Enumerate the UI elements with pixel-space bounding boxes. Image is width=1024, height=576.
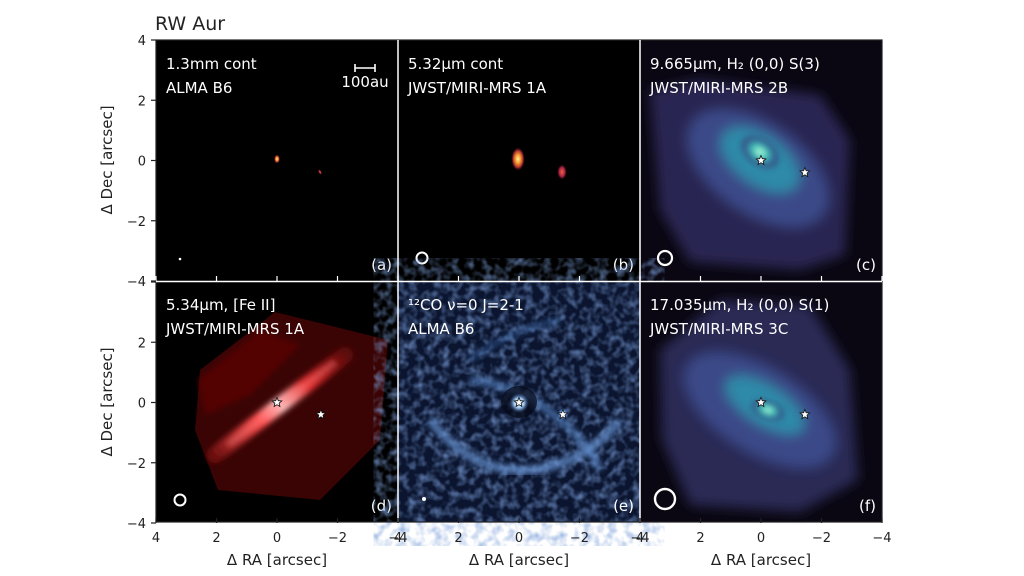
y-tick-label: −2 xyxy=(127,457,146,472)
x-tick-label: 2 xyxy=(696,531,704,546)
panel-f-beam xyxy=(653,487,677,511)
x-tick-label: −2 xyxy=(570,531,589,546)
panel-c-label-line2: JWST/MIRI-MRS 2B xyxy=(649,79,788,97)
panel-a-label-line2: ALMA B6 xyxy=(166,79,232,97)
panel-e-arc-lower xyxy=(426,417,624,475)
x-tick-label: 0 xyxy=(273,531,281,546)
x-axis-label-right: Δ RA [arcsec] xyxy=(711,551,811,569)
y-tick-label: 0 xyxy=(138,397,146,412)
panel-a-tag: (a) xyxy=(371,256,392,274)
panel-a-source-secondary xyxy=(318,169,322,175)
star-marker-0-1 xyxy=(799,166,811,178)
panel-b-tag: (b) xyxy=(613,256,634,274)
y-tick-label: 2 xyxy=(138,94,146,109)
panel-a-label-line1: 1.3mm cont xyxy=(166,55,257,73)
y-tick-label: 4 xyxy=(138,34,146,49)
x-axis-label-middle: Δ RA [arcsec] xyxy=(469,551,569,569)
x-tick-label: −2 xyxy=(328,531,347,546)
y-tick-label: 2 xyxy=(138,336,146,351)
star-marker-3-0 xyxy=(755,396,767,408)
x-tick-label: −4 xyxy=(872,531,891,546)
panel-c-label-line1: 9.665μm, H₂ (0,0) S(3) xyxy=(650,55,820,73)
panel-f-label-line2: JWST/MIRI-MRS 3C xyxy=(649,320,788,338)
panel-b-source-secondary xyxy=(557,164,567,180)
star-marker-1-0 xyxy=(271,396,283,408)
x-tick-label: −2 xyxy=(812,531,831,546)
y-tick-label: −2 xyxy=(127,215,146,230)
panel-a-beam xyxy=(178,257,182,261)
panel-f-tag: (f) xyxy=(859,497,876,515)
star-marker-2-1 xyxy=(557,408,569,420)
panel-b: 5.32μm cont JWST/MIRI-MRS 1A (b) xyxy=(398,40,640,281)
star-marker-3-1 xyxy=(799,408,811,420)
panel-d-beam xyxy=(173,493,187,507)
panel-a-source-primary xyxy=(274,154,280,164)
panel-d-tag: (d) xyxy=(371,497,392,515)
x-tick-label: −4 xyxy=(388,531,407,546)
x-tick-label: 2 xyxy=(454,531,462,546)
star-markers xyxy=(271,154,811,420)
panel-e-label-line1: ¹²CO ν=0 J=2-1 xyxy=(408,296,524,314)
panel-b-beam xyxy=(415,251,429,265)
star-marker-0-0 xyxy=(755,154,767,166)
panel-d-label-line1: 5.34μm, [Fe II] xyxy=(166,296,275,314)
x-tick-label: 0 xyxy=(515,531,523,546)
panel-e-label-line2: ALMA B6 xyxy=(408,320,474,338)
panel-b-source-primary xyxy=(511,147,525,171)
x-tick-label: 4 xyxy=(152,531,160,546)
x-tick-label: 0 xyxy=(757,531,765,546)
x-tick-label: 4 xyxy=(394,531,402,546)
y-tick-label: −4 xyxy=(127,275,146,290)
panel-b-label-line1: 5.32μm cont xyxy=(408,55,503,73)
y-axis-label-top: Δ Dec [arcsec] xyxy=(98,105,116,214)
panel-c-emission-peak xyxy=(740,134,780,170)
panel-e-beam xyxy=(422,497,426,501)
panel-d: 5.34μm, [Fe II] JWST/MIRI-MRS 1A (d) xyxy=(156,282,398,522)
y-axis-label-bottom: Δ Dec [arcsec] xyxy=(98,347,116,456)
scale-bar-label: 100au xyxy=(341,73,388,91)
x-tick-label: −4 xyxy=(630,531,649,546)
panel-b-label-line2: JWST/MIRI-MRS 1A xyxy=(407,79,547,97)
panel-e-tag: (e) xyxy=(613,497,634,515)
figure-title: RW Aur xyxy=(155,13,225,35)
star-marker-2-0 xyxy=(513,396,525,408)
panel-c-tag: (c) xyxy=(856,256,876,274)
y-tick-label: −4 xyxy=(127,517,146,532)
x-tick-label: 2 xyxy=(212,531,220,546)
panel-f-label-line1: 17.035μm, H₂ (0,0) S(1) xyxy=(650,296,829,314)
panel-d-label-line2: JWST/MIRI-MRS 1A xyxy=(165,320,305,338)
star-marker-1-1 xyxy=(315,408,327,420)
panel-e-arc-upper xyxy=(469,376,604,472)
panel-a: 100au 1.3mm cont ALMA B6 (a) xyxy=(156,40,398,281)
y-tick-label: 0 xyxy=(138,155,146,170)
x-axis-label-left: Δ RA [arcsec] xyxy=(227,551,327,569)
x-tick-label: 4 xyxy=(636,531,644,546)
scale-bar xyxy=(354,64,376,72)
panel-c-beam xyxy=(656,249,674,267)
